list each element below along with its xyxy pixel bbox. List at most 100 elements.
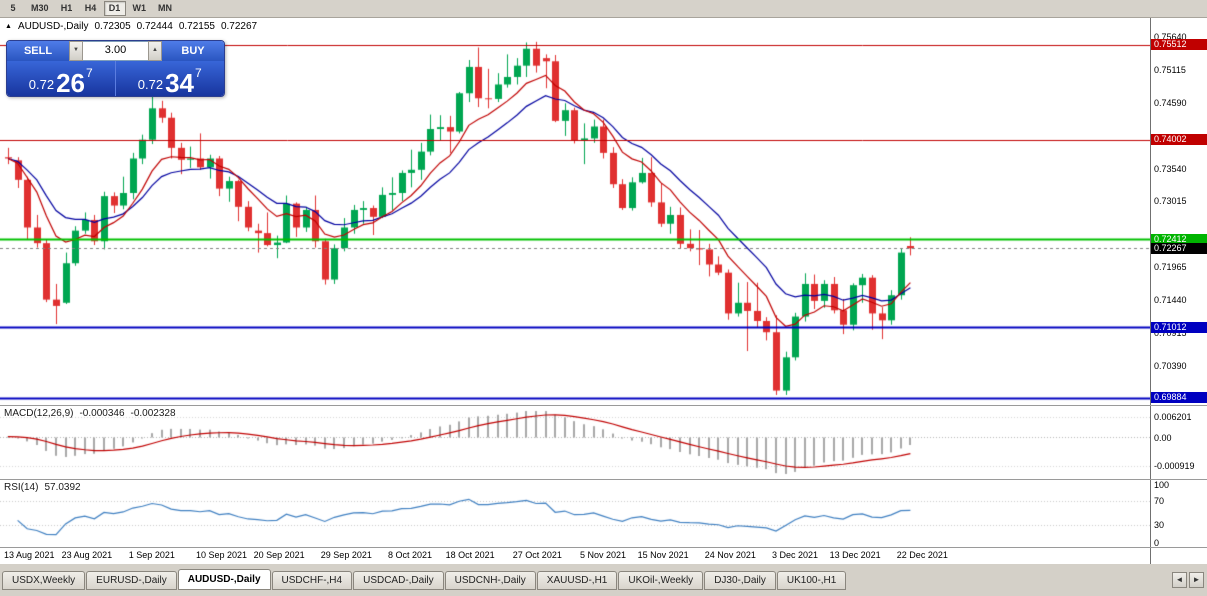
rsi-pane: RSI(14) 57.0392 100 70 30 0	[0, 480, 1207, 548]
rsi-name: RSI(14)	[4, 482, 39, 493]
date-label: 3 Dec 2021	[772, 550, 819, 560]
date-label: 15 Nov 2021	[637, 550, 689, 560]
rsi-value: 57.0392	[44, 482, 81, 493]
chart-tab-dj30-daily[interactable]: DJ30-,Daily	[704, 571, 776, 590]
chart-tab-audusd-daily[interactable]: AUDUSD-,Daily	[177, 569, 271, 590]
price-tick-label: 0.73015	[1154, 196, 1187, 207]
main-price-pane: ▲ AUDUSD-,Daily 0.72305 0.72444 0.72155 …	[0, 18, 1207, 406]
buy-price-prefix: 0.72	[137, 77, 164, 92]
ohlc-open: 0.72305	[94, 21, 131, 32]
date-label: 20 Sep 2021	[253, 550, 305, 560]
timeframe-toolbar: 5 M30 H1 H4 D1 W1 MN	[0, 0, 1207, 18]
chart-tab-ukoil-weekly[interactable]: UKOil-,Weekly	[618, 571, 704, 590]
chart-title: ▲ AUDUSD-,Daily 0.72305 0.72444 0.72155 …	[5, 21, 257, 32]
timeframe-button-h1[interactable]: H1	[60, 3, 73, 13]
rsi-title: RSI(14) 57.0392	[4, 482, 81, 493]
date-label: 18 Oct 2021	[445, 550, 495, 560]
sell-button[interactable]: SELL	[7, 41, 69, 61]
buy-price-big-digits: 34	[165, 68, 195, 97]
indicator-axis-label: 30	[1154, 520, 1165, 530]
hline-price-badge-0-71012: 0.71012	[1151, 321, 1207, 333]
chart-tab-eurusd-daily[interactable]: EURUSD-,Daily	[86, 571, 177, 590]
date-label: 13 Dec 2021	[829, 550, 881, 560]
one-click-trading-panel: SELL ▼ 3.00 ▲ BUY 0.72 26 7 0.72 3	[6, 40, 225, 97]
macd-pane: MACD(12,26,9) -0.000346 -0.002328 0.0062…	[0, 406, 1207, 480]
chart-tab-usdx-weekly[interactable]: USDX,Weekly	[2, 571, 86, 590]
date-label: 23 Aug 2021	[61, 550, 113, 560]
date-label: 24 Nov 2021	[704, 550, 756, 560]
volume-dropdown-button[interactable]: ▼	[69, 41, 83, 61]
sell-price-button[interactable]: 0.72 26 7	[7, 61, 116, 97]
rsi-axis[interactable]: 100 70 30 0	[1150, 480, 1207, 547]
tab-scrollbar: ◄ ►	[1172, 572, 1204, 588]
price-tick-label: 0.75640	[1154, 31, 1187, 42]
price-axis[interactable]: 0.75640 0.75115 0.74590 0.73540 0.73015 0.719…	[1150, 18, 1207, 405]
timeframe-button-d1[interactable]: D1	[103, 1, 126, 16]
date-label: 10 Sep 2021	[196, 550, 248, 560]
buy-price-button[interactable]: 0.72 34 7	[115, 61, 224, 97]
date-axis[interactable]: 13 Aug 2021 23 Aug 2021 1 Sep 2021 10 Sep 2…	[0, 548, 1150, 564]
macd-chart-canvas[interactable]	[0, 406, 1150, 479]
date-label: 1 Sep 2021	[128, 550, 175, 560]
sell-price-big-digits: 26	[56, 68, 86, 97]
tab-scroll-left-button[interactable]: ◄	[1172, 572, 1187, 588]
date-label: 8 Oct 2021	[388, 550, 433, 560]
volume-control: ▼ 3.00 ▲	[69, 41, 162, 61]
chart-tab-bar: USDX,Weekly EURUSD-,Daily AUDUSD-,Daily USD…	[0, 564, 1207, 596]
indicator-axis-label: -0.000919	[1154, 461, 1195, 471]
date-label: 27 Oct 2021	[512, 550, 562, 560]
hline-price-badge-0-69884: 0.69884	[1151, 392, 1207, 404]
chart-tab-usdcad-daily[interactable]: USDCAD-,Daily	[353, 571, 444, 590]
date-label: 5 Nov 2021	[580, 550, 627, 560]
price-tick-label: 0.71440	[1154, 295, 1187, 306]
price-tick-label: 0.70915	[1154, 328, 1187, 339]
price-tick-label: 0.74590	[1154, 97, 1187, 108]
hline-price-badge-0-72412: 0.72412	[1151, 233, 1207, 245]
price-tick-label: 0.75115	[1154, 64, 1186, 75]
timeframe-button-mn[interactable]: MN	[158, 3, 173, 13]
timeframe-button-w1[interactable]: W1	[132, 3, 147, 13]
rsi-plot: RSI(14) 57.0392	[0, 480, 1150, 547]
macd-title: MACD(12,26,9) -0.000346 -0.002328	[4, 408, 176, 419]
chart-icon: ▲	[5, 22, 12, 30]
indicator-axis-label: 70	[1154, 496, 1165, 506]
price-tick-label: 0.71965	[1154, 262, 1187, 273]
macd-name: MACD(12,26,9)	[4, 408, 74, 419]
date-label: 13 Aug 2021	[4, 550, 55, 560]
macd-plot: MACD(12,26,9) -0.000346 -0.002328	[0, 406, 1150, 479]
current-price-badge: 0.72267	[1151, 242, 1207, 254]
hline-price-badge-0-75512: 0.75512	[1151, 39, 1207, 51]
macd-axis[interactable]: 0.006201 0.00 -0.000919	[1150, 406, 1207, 479]
hline-price-badge-0-74002: 0.74002	[1151, 134, 1207, 146]
chart-tabs: USDX,Weekly EURUSD-,Daily AUDUSD-,Daily USD…	[2, 569, 847, 590]
indicator-axis-label: 100	[1154, 480, 1170, 490]
price-chart: ▲ AUDUSD-,Daily 0.72305 0.72444 0.72155 …	[0, 18, 1150, 405]
chart-tab-usdcnh-daily[interactable]: USDCNH-,Daily	[444, 571, 536, 590]
indicator-axis-label: 0	[1154, 538, 1160, 547]
timeframe-button-m30[interactable]: M30	[31, 3, 49, 13]
buy-price-superscript: 7	[195, 66, 202, 80]
volume-input[interactable]: 3.00	[83, 41, 148, 61]
ohlc-high: 0.72444	[136, 21, 173, 32]
ohlc-low: 0.72155	[178, 21, 215, 32]
macd-value-main: -0.000346	[79, 408, 125, 419]
chart-window: ▲ AUDUSD-,Daily 0.72305 0.72444 0.72155 …	[0, 18, 1207, 564]
indicator-axis-label: 0.00	[1154, 432, 1172, 443]
volume-increase-button[interactable]: ▲	[148, 41, 162, 61]
sell-price-prefix: 0.72	[28, 77, 55, 92]
tab-scroll-right-button[interactable]: ►	[1189, 572, 1204, 588]
buy-button[interactable]: BUY	[162, 41, 224, 61]
price-tick-label: 0.73540	[1154, 163, 1187, 174]
chart-tab-uk100-h1[interactable]: UK100-,H1	[776, 571, 847, 590]
rsi-chart-canvas[interactable]	[0, 480, 1150, 547]
chart-tab-usdchf-h4[interactable]: USDCHF-,H4	[271, 571, 353, 590]
timeframe-button-5[interactable]: 5	[10, 3, 16, 13]
date-axis-row: 13 Aug 2021 23 Aug 2021 1 Sep 2021 10 Sep 2…	[0, 548, 1207, 564]
price-tick-label: 0.70390	[1154, 361, 1187, 372]
chart-tab-xauusd-h1[interactable]: XAUUSD-,H1	[536, 571, 618, 590]
macd-value-signal: -0.002328	[130, 408, 176, 419]
timeframe-button-h4[interactable]: H4	[84, 3, 97, 13]
date-label: 22 Dec 2021	[896, 550, 948, 560]
date-label: 29 Sep 2021	[320, 550, 372, 560]
